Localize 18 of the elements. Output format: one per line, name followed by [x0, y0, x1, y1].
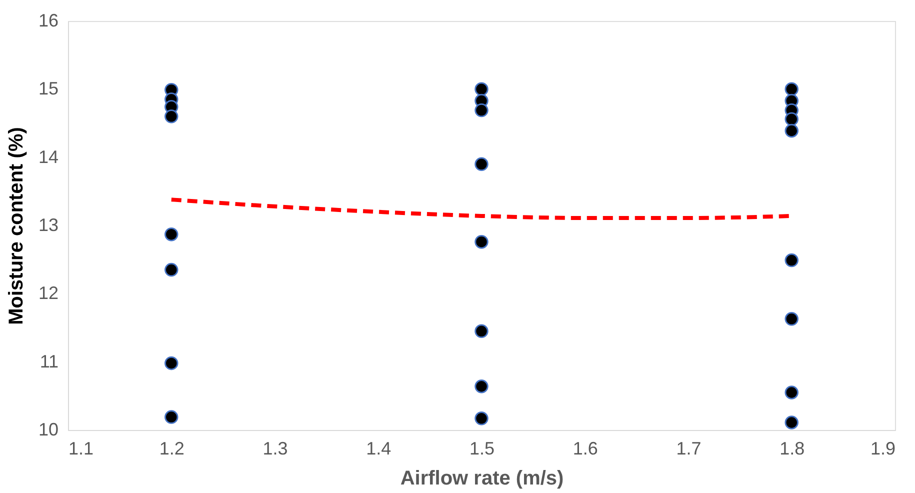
- y-tick-label: 15: [38, 78, 58, 99]
- x-tick-label: 1.3: [262, 438, 288, 458]
- x-tick-label: 1.9: [870, 438, 896, 458]
- x-axis-title: Airflow rate (m/s): [400, 468, 564, 490]
- y-tick-label: 10: [38, 420, 58, 440]
- x-tick-label: 1.6: [572, 438, 598, 458]
- y-axis-title: Moisture content (%): [5, 127, 28, 325]
- x-tick-label: 1.1: [68, 438, 94, 458]
- x-tick-label: 1.5: [469, 438, 495, 458]
- y-tick-label: 13: [38, 215, 58, 235]
- y-tick-label: 12: [38, 283, 58, 304]
- x-tick-label: 1.7: [676, 438, 702, 458]
- x-tick-label: 1.8: [780, 438, 805, 458]
- y-tick-label: 16: [38, 10, 58, 30]
- y-tick-label: 11: [40, 351, 58, 372]
- x-tick-label: 1.2: [159, 438, 184, 458]
- x-tick-label: 1.4: [366, 438, 392, 458]
- y-tick-label: 14: [38, 146, 58, 167]
